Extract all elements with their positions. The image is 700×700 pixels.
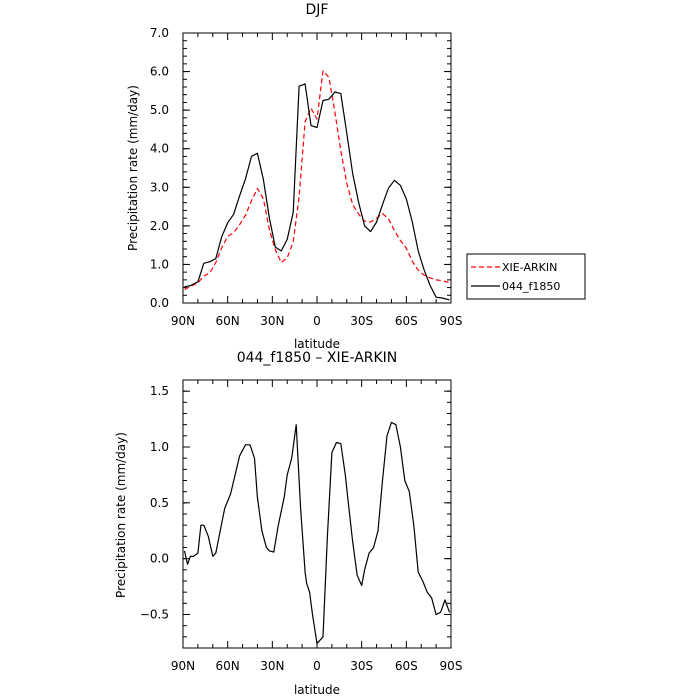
bottom-y-tick-label: −0.5 bbox=[140, 608, 169, 622]
bottom-x-tick-label: 60S bbox=[395, 659, 418, 673]
top-x-tick-label: 90N bbox=[171, 314, 195, 328]
bottom-chart-title: 044_f1850 – XIE-ARKIN bbox=[237, 350, 398, 366]
bottom-x-tick-label: 30S bbox=[350, 659, 373, 673]
legend: XIE-ARKIN 044_f1850 bbox=[466, 253, 586, 300]
top-series-line-xie-arkin bbox=[184, 70, 450, 291]
top-x-tick-label: 60N bbox=[216, 314, 240, 328]
top-x-tick-label: 30S bbox=[350, 314, 373, 328]
top-y-tick-label: 2.0 bbox=[150, 219, 169, 233]
bottom-y-tick-label: 1.0 bbox=[150, 440, 169, 454]
top-y-tick-label: 4.0 bbox=[150, 142, 169, 156]
top-panel: DJF 90N 60N 30N 0 30S 60S 90S 0.0 1.0 2.0 3.0 4.0 5… bbox=[126, 2, 462, 351]
bottom-series-group bbox=[183, 421, 451, 645]
bottom-y-axis-label: Precipitation rate (mm/day) bbox=[114, 432, 128, 598]
top-chart-title: DJF bbox=[306, 2, 329, 18]
top-x-tick-label: 0 bbox=[313, 314, 321, 328]
bottom-y-tick-label: 0.0 bbox=[150, 552, 169, 566]
bottom-x-tick-label: 30N bbox=[260, 659, 284, 673]
top-y-ticks: 0.0 1.0 2.0 3.0 4.0 5.0 6.0 7.0 bbox=[150, 26, 451, 310]
top-x-tick-label: 60S bbox=[395, 314, 418, 328]
top-x-ticks: 90N 60N 30N 0 30S 60S 90S bbox=[171, 33, 463, 328]
top-x-tick-label: 30N bbox=[260, 314, 284, 328]
top-y-tick-label: 3.0 bbox=[150, 180, 169, 194]
top-x-tick-label: 90S bbox=[440, 314, 463, 328]
top-plot-frame bbox=[182, 32, 452, 304]
legend-box bbox=[466, 253, 586, 300]
top-y-tick-label: 5.0 bbox=[150, 103, 169, 117]
top-x-axis-label: latitude bbox=[294, 337, 340, 351]
bottom-x-axis-label: latitude bbox=[294, 683, 340, 697]
bottom-x-ticks: 90N 60N 30N 0 30S 60S 90S bbox=[171, 380, 463, 673]
bottom-series-line-difference bbox=[183, 421, 451, 645]
top-y-tick-label: 1.0 bbox=[150, 257, 169, 271]
top-series-line-044-f1850 bbox=[184, 83, 450, 301]
bottom-x-tick-label: 60N bbox=[216, 659, 240, 673]
top-y-tick-label: 7.0 bbox=[150, 26, 169, 40]
bottom-y-tick-label: 1.5 bbox=[150, 384, 169, 398]
bottom-y-tick-label: 0.5 bbox=[150, 496, 169, 510]
top-y-tick-label: 0.0 bbox=[150, 296, 169, 310]
legend-label-044-f1850: 044_f1850 bbox=[502, 280, 560, 293]
bottom-panel: 044_f1850 – XIE-ARKIN 90N 60N 30N 0 30S 60S 90… bbox=[114, 350, 462, 697]
top-y-tick-label: 6.0 bbox=[150, 65, 169, 79]
top-series-group bbox=[184, 70, 450, 301]
top-y-axis-label: Precipitation rate (mm/day) bbox=[126, 85, 140, 251]
bottom-y-ticks: −0.5 0.0 0.5 1.0 1.5 bbox=[140, 379, 451, 649]
bottom-x-tick-label: 0 bbox=[313, 659, 321, 673]
legend-label-xie-arkin: XIE-ARKIN bbox=[502, 261, 557, 274]
bottom-x-tick-label: 90N bbox=[171, 659, 195, 673]
bottom-x-tick-label: 90S bbox=[440, 659, 463, 673]
